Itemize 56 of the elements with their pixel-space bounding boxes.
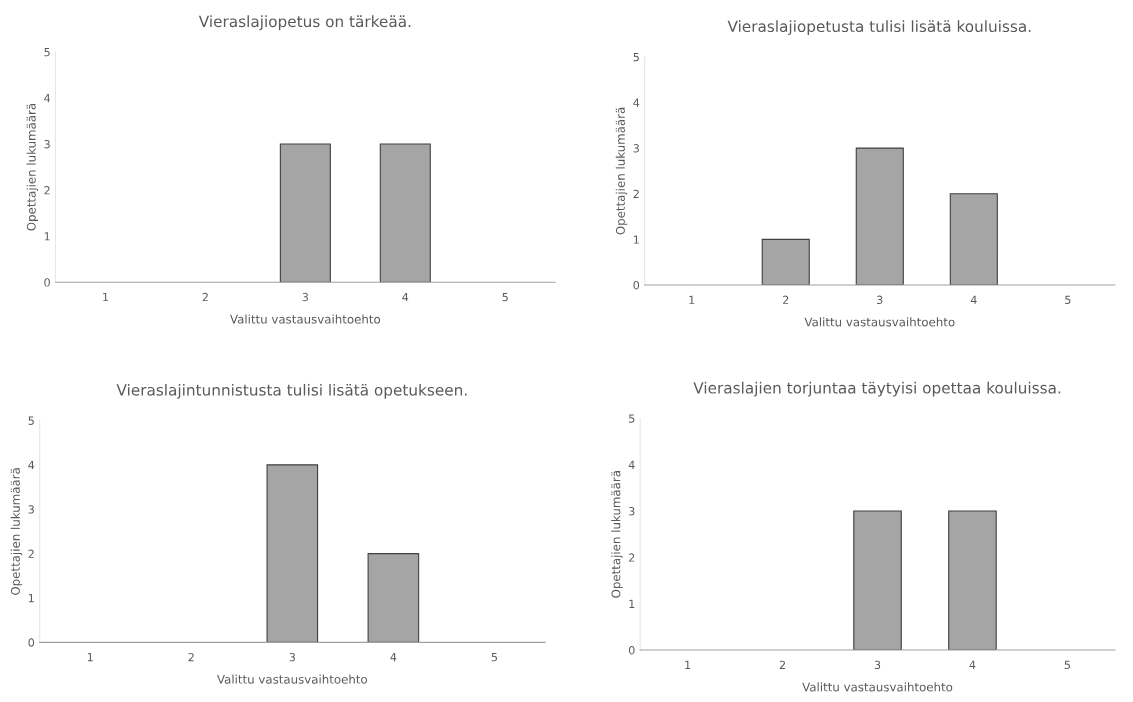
y-axis-title: Opettajien lukumäärä xyxy=(10,468,23,595)
x-tick-label: 2 xyxy=(202,292,208,302)
y-tick-label: 4 xyxy=(28,460,35,470)
y-tick-label: 4 xyxy=(633,98,640,107)
y-tick-label: 0 xyxy=(628,646,635,655)
y-tick-label: 2 xyxy=(629,553,635,562)
x-tick-label: 5 xyxy=(1064,660,1070,670)
x-tick-label: 1 xyxy=(103,292,108,302)
x-tick-label: 3 xyxy=(302,292,308,302)
y-tick-label: 0 xyxy=(633,280,640,290)
x-tick-label: 2 xyxy=(783,295,789,304)
x-tick-label: 3 xyxy=(874,660,881,670)
y-tick-label: 0 xyxy=(44,278,50,287)
y-tick-label: 2 xyxy=(28,549,34,558)
x-tick-label: 4 xyxy=(969,660,976,669)
y-tick-label: 3 xyxy=(629,507,635,516)
y-tick-label: 1 xyxy=(44,232,50,241)
y-tick-label: 2 xyxy=(44,186,50,195)
y-tick-label: 1 xyxy=(633,235,639,244)
x-tick-label: 1 xyxy=(689,295,695,304)
y-tick-label: 4 xyxy=(628,460,635,469)
x-tick-label: 5 xyxy=(1065,295,1071,305)
y-tick-label: 3 xyxy=(28,505,34,514)
y-tick-label: 5 xyxy=(28,416,34,425)
x-axis-title: Valittu vastausvaihtoehto xyxy=(804,317,955,327)
x-axis-title: Valittu vastausvaihtoehto xyxy=(217,674,368,684)
chart-title: Vieraslajiopetus on tärkeää. xyxy=(198,15,411,31)
x-tick-label: 4 xyxy=(390,653,397,662)
x-tick-label: 4 xyxy=(402,292,409,302)
x-tick-label: 2 xyxy=(188,652,194,662)
x-tick-label: 5 xyxy=(502,292,508,302)
y-axis-title: Opettajien lukumäärä xyxy=(611,471,623,598)
x-axis-title: Valittu vastausvaihtoehto xyxy=(802,682,953,692)
y-tick-label: 2 xyxy=(633,189,639,198)
x-tick-label: 1 xyxy=(87,653,93,662)
chart-title: Vieraslajintunnistusta tulisi lisätä opetukseen. xyxy=(116,383,467,399)
y-tick-label: 3 xyxy=(633,144,639,153)
chart-title: Vieraslajien torjuntaa täytyisi opettaa kouluissa. xyxy=(693,381,1061,397)
x-tick-label: 1 xyxy=(685,660,691,669)
x-tick-label: 4 xyxy=(970,295,977,304)
y-tick-label: 5 xyxy=(44,48,50,57)
y-axis-title: Opettajien lukumäärä xyxy=(26,103,39,231)
y-tick-label: 1 xyxy=(629,599,635,608)
y-tick-label: 4 xyxy=(44,94,51,103)
y-axis-title: Opettajien lukumäärä xyxy=(615,107,628,235)
x-tick-label: 5 xyxy=(491,653,498,662)
y-tick-label: 3 xyxy=(44,140,50,149)
x-tick-label: 2 xyxy=(779,660,785,669)
x-tick-label: 3 xyxy=(289,652,295,662)
x-tick-label: 3 xyxy=(877,295,883,305)
y-tick-label: 5 xyxy=(633,52,639,62)
x-axis-title: Valittu vastausvaihtoehto xyxy=(230,314,381,324)
y-tick-label: 5 xyxy=(629,414,635,423)
y-tick-label: 1 xyxy=(28,594,34,603)
y-tick-label: 0 xyxy=(28,638,35,647)
chart-title: Vieraslajiopetusta tulisi lisätä kouluissa. xyxy=(727,20,1031,36)
